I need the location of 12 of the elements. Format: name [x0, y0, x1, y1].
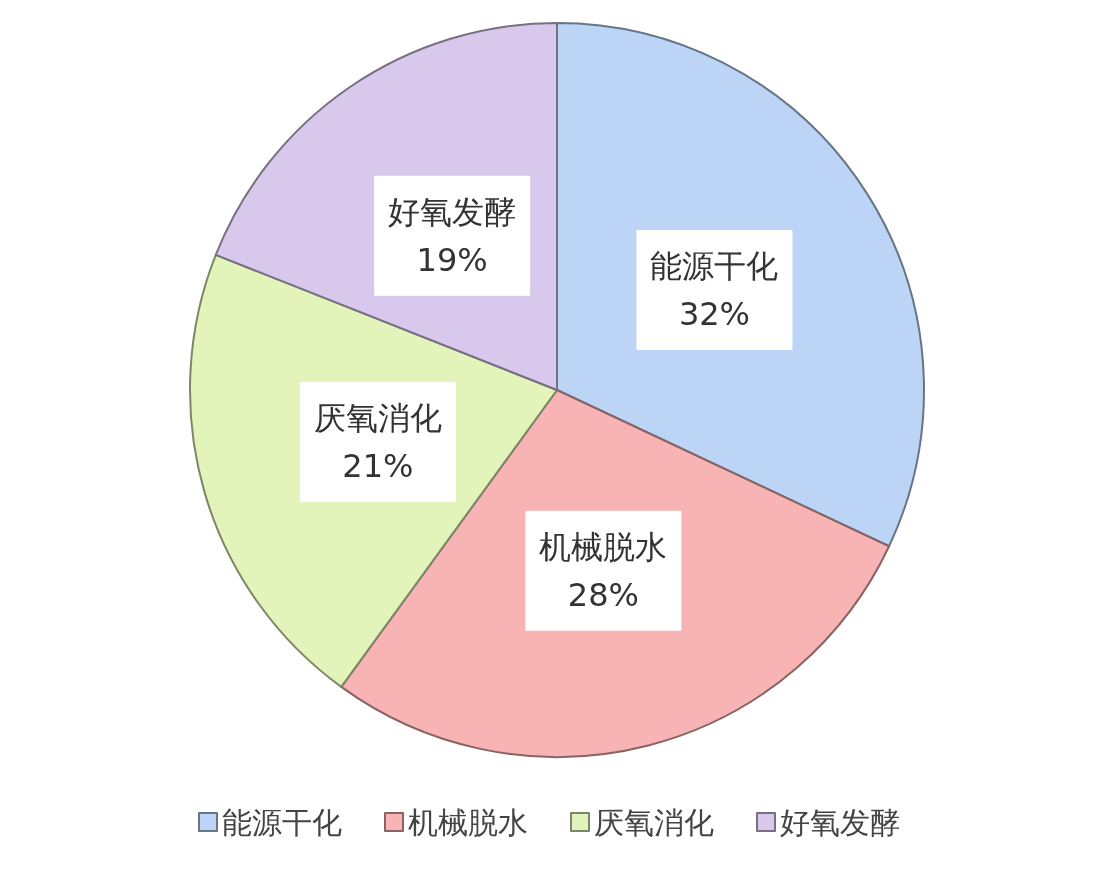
legend-label: 能源干化	[222, 804, 342, 840]
data-label: 21%	[342, 447, 414, 486]
data-label: 28%	[567, 575, 639, 614]
slice-label: 能源干化	[650, 247, 779, 286]
legend-label: 厌氧消化	[594, 804, 714, 840]
slice-label: 好氧发酵	[388, 192, 517, 231]
legend-label: 好氧发酵	[780, 804, 900, 840]
slice-label: 厌氧消化	[313, 399, 442, 438]
legend-label: 机械脱水	[408, 804, 528, 840]
data-label: 19%	[416, 240, 488, 279]
slice-label: 机械脱水	[539, 527, 668, 566]
data-label: 32%	[678, 295, 751, 334]
